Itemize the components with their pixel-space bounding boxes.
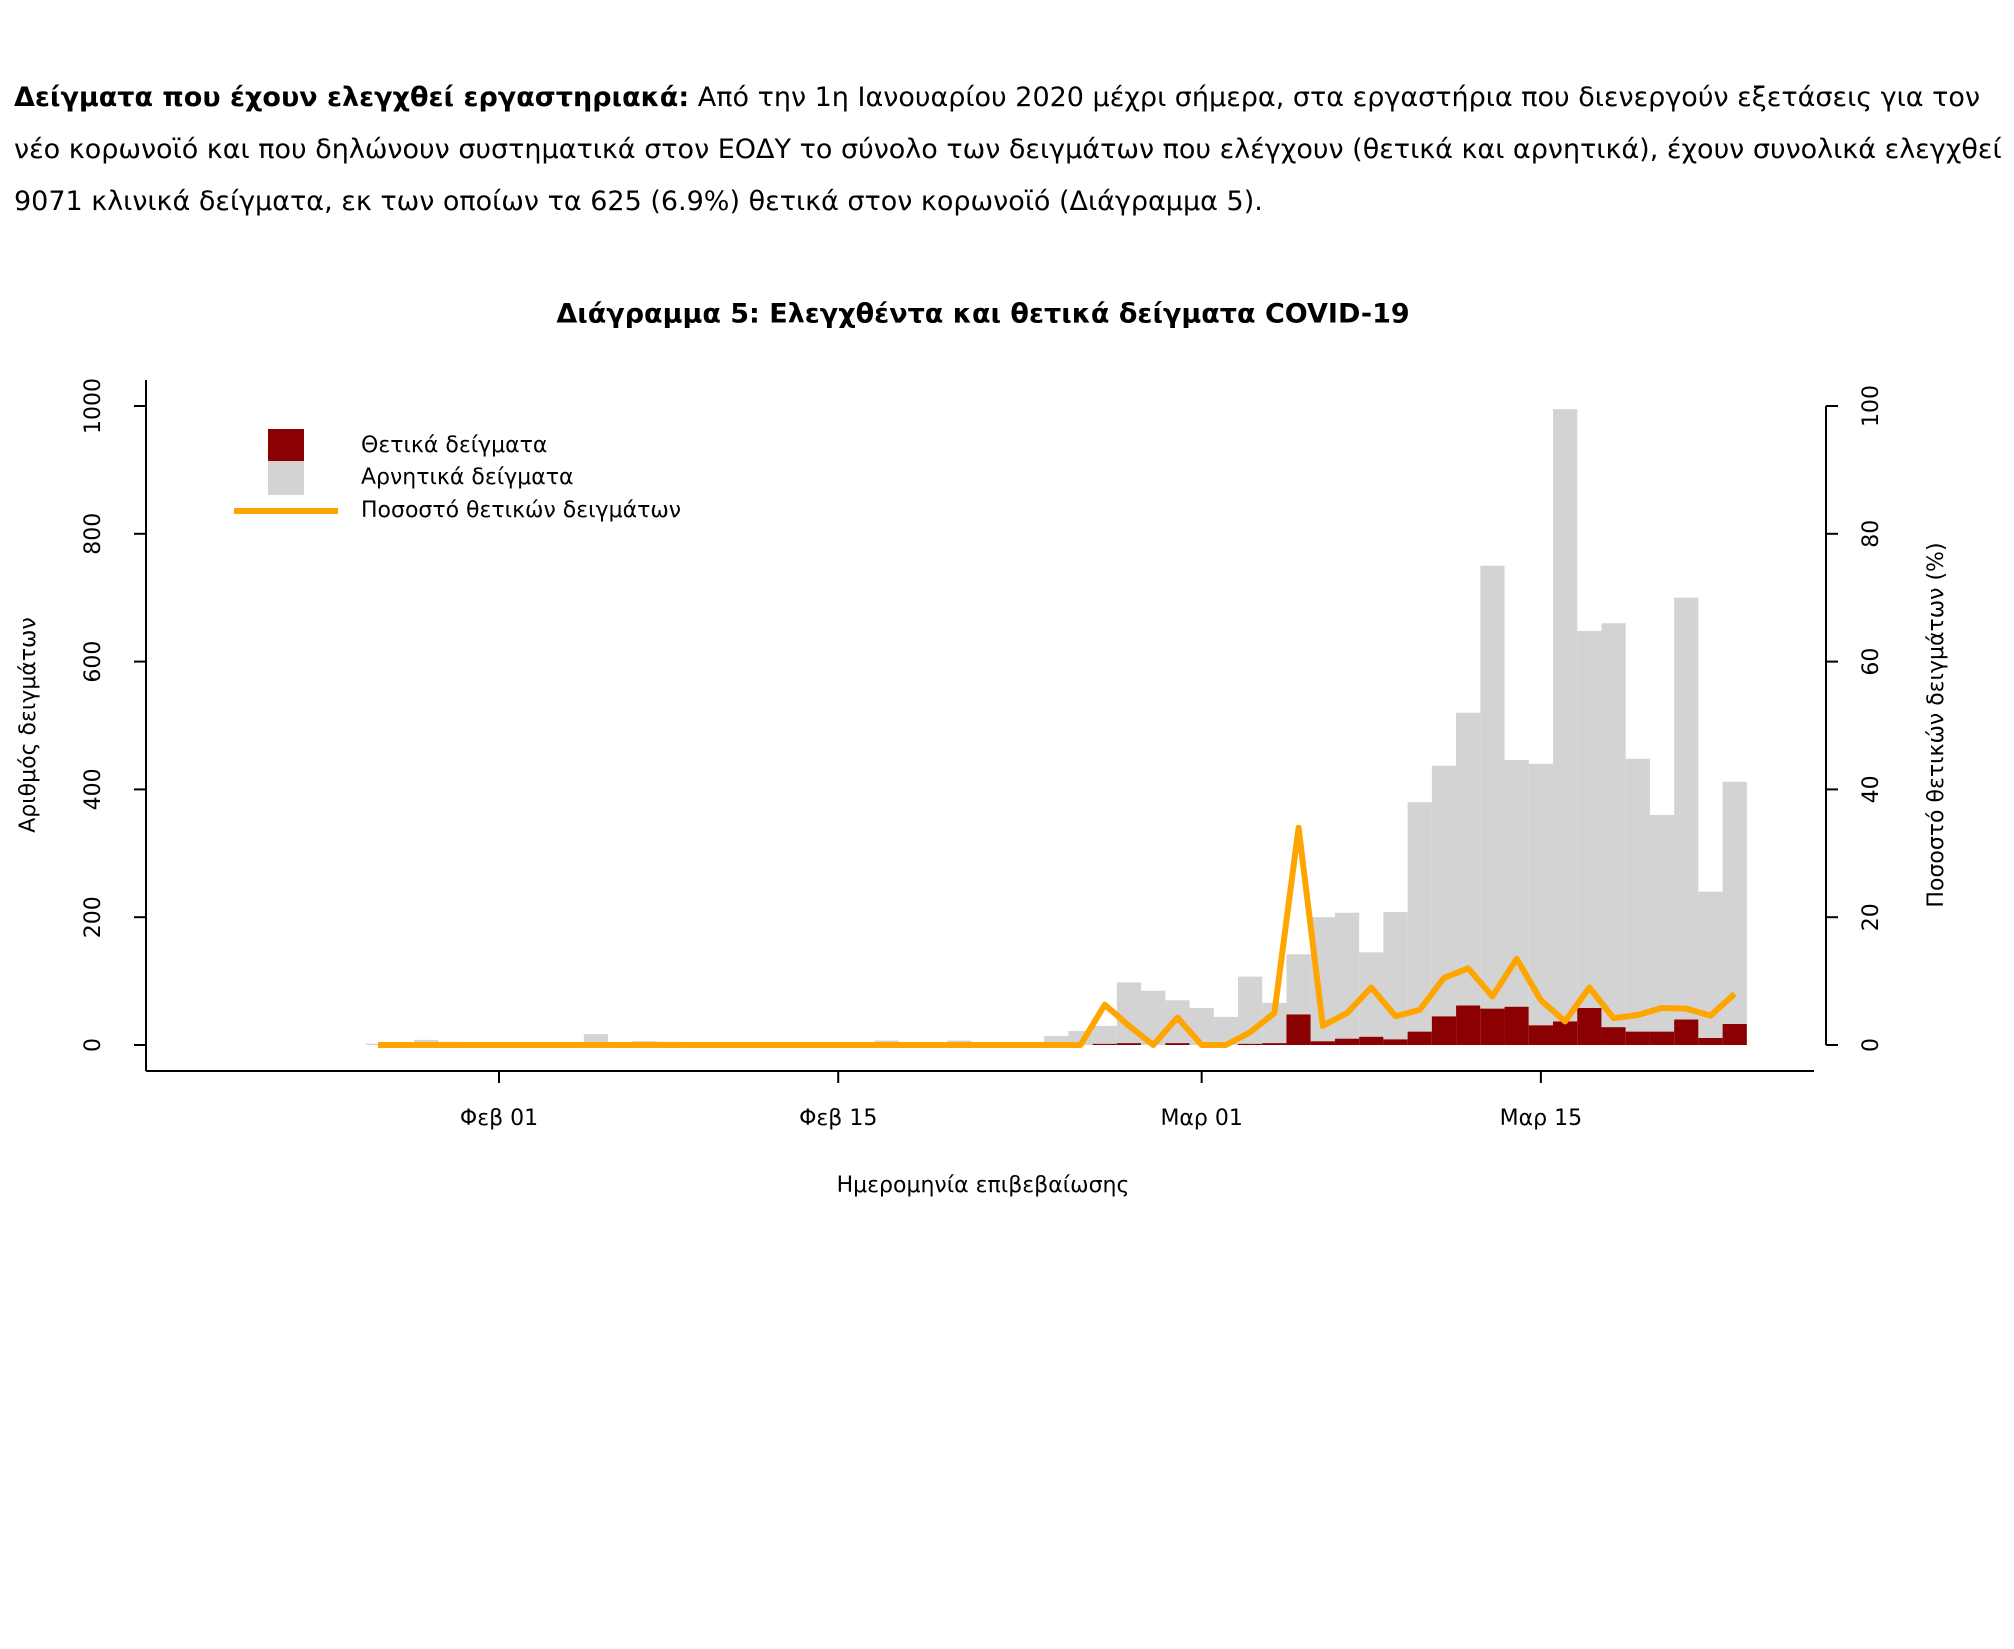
bar — [1625, 758, 1650, 1032]
bar — [1553, 1021, 1578, 1045]
bar — [1504, 1006, 1529, 1045]
bar — [1577, 630, 1602, 1008]
y-tick-label: 400 — [81, 768, 106, 810]
bar — [1310, 1041, 1335, 1045]
bar — [1262, 1043, 1287, 1045]
bar — [1674, 1019, 1699, 1045]
legend-swatch — [268, 461, 304, 495]
line — [377, 824, 1737, 1048]
y2-tick-label: 60 — [1859, 648, 1884, 676]
bar — [1286, 954, 1311, 1015]
bar — [1359, 1036, 1384, 1045]
x-tick-label: Μαρ 15 — [1500, 1106, 1582, 1131]
x-tick-label: Φεβ 01 — [460, 1106, 538, 1131]
y2-tick-label: 80 — [1859, 520, 1884, 548]
legend-label: Αρνητικά δείγματα — [361, 465, 573, 490]
legend-swatch — [268, 429, 304, 463]
y2-tick-label: 40 — [1859, 775, 1884, 803]
y2-axis-label: Ποσοστό θετικών δειγμάτων (%) — [1924, 542, 1949, 907]
bar — [1625, 1031, 1650, 1045]
bar — [1698, 1037, 1723, 1045]
bar — [1407, 1031, 1432, 1045]
bar — [1383, 1039, 1408, 1045]
bar — [583, 1034, 609, 1045]
bar — [1116, 1043, 1142, 1045]
legend-label: Θετικά δείγματα — [361, 433, 547, 458]
body: Από την 1η Ιανουαρίου 2020 μέχρι σήμερα,… — [14, 82, 2002, 217]
y-tick-label: 0 — [81, 1038, 106, 1052]
bar — [1334, 1038, 1360, 1045]
bar — [1286, 1014, 1311, 1045]
bar — [1383, 912, 1408, 1040]
bar — [1577, 1007, 1602, 1045]
bar — [1092, 1025, 1117, 1044]
chart-title: Διάγραμμα 5: Ελεγχθέντα και θετικά δείγμ… — [556, 299, 1409, 330]
y-tick-label: 200 — [81, 896, 106, 938]
x-axis-label: Ημερομηνία επιβεβαίωσης — [837, 1173, 1130, 1198]
bar — [1553, 409, 1578, 1022]
bar — [1165, 1043, 1190, 1045]
y-axis-label: Αριθμός δειγμάτων — [16, 617, 41, 833]
bar — [1601, 1027, 1626, 1045]
y-tick-label: 1000 — [81, 378, 106, 434]
y2-tick-label: 100 — [1859, 385, 1884, 427]
bar — [1480, 565, 1505, 1009]
bar — [1407, 802, 1432, 1032]
bar — [1431, 1016, 1457, 1045]
y2-tick-label: 0 — [1859, 1038, 1884, 1052]
bar — [1504, 760, 1529, 1007]
bar — [1456, 712, 1481, 1006]
bar — [1092, 1043, 1117, 1045]
lead: Δείγματα που έχουν ελεγχθεί εργαστηριακά… — [14, 82, 690, 113]
x-tick-label: Φεβ 15 — [799, 1106, 877, 1131]
bar — [1722, 781, 1747, 1024]
paragraph: Δείγματα που έχουν ελεγχθεί εργαστηριακά… — [14, 72, 2004, 228]
bar — [1722, 1023, 1747, 1045]
bar — [1480, 1008, 1505, 1045]
y-tick-label: 600 — [81, 641, 106, 683]
bar — [1674, 597, 1699, 1020]
bar — [1649, 1031, 1675, 1045]
bar — [1238, 1043, 1263, 1045]
bar — [1528, 1025, 1554, 1045]
y2-tick-label: 20 — [1859, 903, 1884, 931]
bar — [1649, 814, 1675, 1032]
legend-label: Ποσοστό θετικών δειγμάτων — [361, 498, 681, 523]
bar — [1456, 1005, 1481, 1045]
bar — [365, 1043, 390, 1045]
bar — [1601, 623, 1626, 1028]
x-tick-label: Μαρ 01 — [1160, 1106, 1242, 1131]
y-tick-label: 800 — [81, 513, 106, 555]
bar — [1044, 1036, 1069, 1045]
